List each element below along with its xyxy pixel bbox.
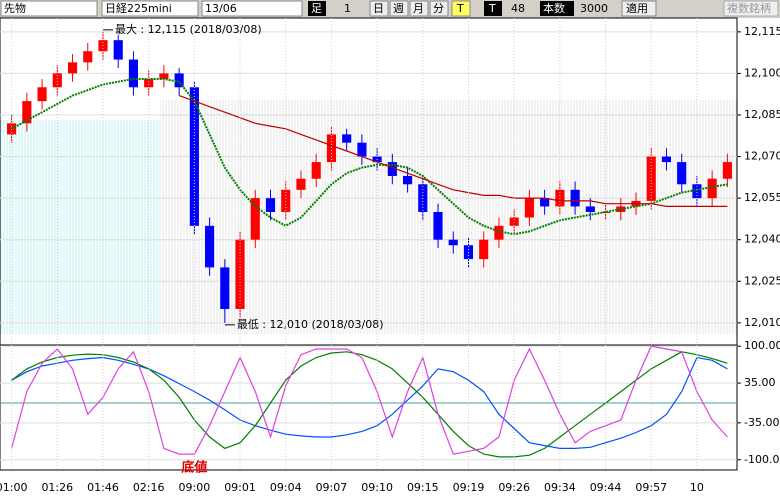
annotation: 底値 [181,460,207,476]
market: 先物 [4,1,26,15]
candle-body [449,240,458,246]
indicator-panel [0,345,737,470]
symbol: 日経225mini [105,2,172,15]
shade-right [160,100,737,334]
x-tick-label: 01:26 [41,481,73,494]
x-tick-label: 02:16 [133,481,165,494]
x-tick-label: 09:26 [498,481,530,494]
min-label: 最低 : 12,010 (2018/03/08) [237,318,384,331]
bars: 3000 [580,2,608,15]
x-tick-label: 09:10 [361,481,393,494]
candle-body [479,240,488,259]
candle-body [266,198,275,212]
candle-body [68,62,77,73]
y-tick-label: 12,010 [744,316,780,329]
x-tick-label: 01:46 [87,481,119,494]
candle-body [357,143,366,157]
y-tick-label: 12,025 [744,274,780,287]
week: 週 [393,2,404,15]
candle-body [205,226,214,268]
bar: 足 [311,2,322,15]
x-tick-label: 09:00 [179,481,211,494]
tick: T [456,2,464,15]
x-tick-label: 09:34 [544,481,576,494]
candle-body [144,79,153,87]
y-tick-label: 12,115 [744,25,780,38]
candle-body [38,87,47,101]
minute: 分 [433,2,444,15]
x-tick-label: 09:15 [407,481,439,494]
candle-body [114,40,123,59]
t2: T [488,2,496,15]
x-tick-label: 09:04 [270,481,302,494]
count-label: 本数 [543,1,565,15]
x-tick-label: 09:44 [590,481,622,494]
interval: 1 [344,2,351,15]
y-tick-label: 12,085 [744,108,780,121]
candle-body [586,206,595,212]
y-tick-label: 12,100 [744,66,780,79]
candle-body [723,162,732,179]
candle-body [312,162,321,179]
x-tick-label: 09:19 [453,481,485,494]
y-tick-label: -100.00 [744,453,780,466]
x-tick-label: 09:07 [316,481,348,494]
y-tick-label: 100.00 [744,339,780,352]
candle-body [22,101,31,123]
candle-body [342,134,351,142]
x-tick-label: 01:00 [0,481,27,494]
candle-body [433,212,442,240]
shade-left [0,120,160,334]
x-tick-label: 09:57 [635,481,667,494]
candle-body [510,218,519,226]
candle-body [677,162,686,184]
y-tick-label: 12,070 [744,150,780,163]
candle-body [281,190,290,212]
candle-body [220,267,229,309]
candle-body [616,206,625,212]
candle-body [525,198,534,217]
candle-body [83,51,92,62]
y-tick-label: -35.00 [744,416,779,429]
x-tick-label: 09:01 [224,481,256,494]
y-tick-label: 12,055 [744,191,780,204]
y-tick-label: 12,040 [744,233,780,246]
candle-body [403,176,412,184]
candle-body [235,240,244,309]
apply: 適用 [626,1,648,15]
day: 日 [373,2,384,15]
candle-body [647,157,656,201]
candle-body [571,190,580,207]
x-tick-label: 10 [690,481,704,494]
count-value: 48 [511,2,525,15]
candle-body [662,157,671,163]
date: 13/06 [205,2,237,15]
month: 月 [413,2,424,15]
candle-body [540,198,549,206]
y-tick-label: 35.00 [744,376,776,389]
candle-body [129,60,138,88]
multi: 複数銘柄 [727,1,771,15]
candle-body [296,179,305,190]
